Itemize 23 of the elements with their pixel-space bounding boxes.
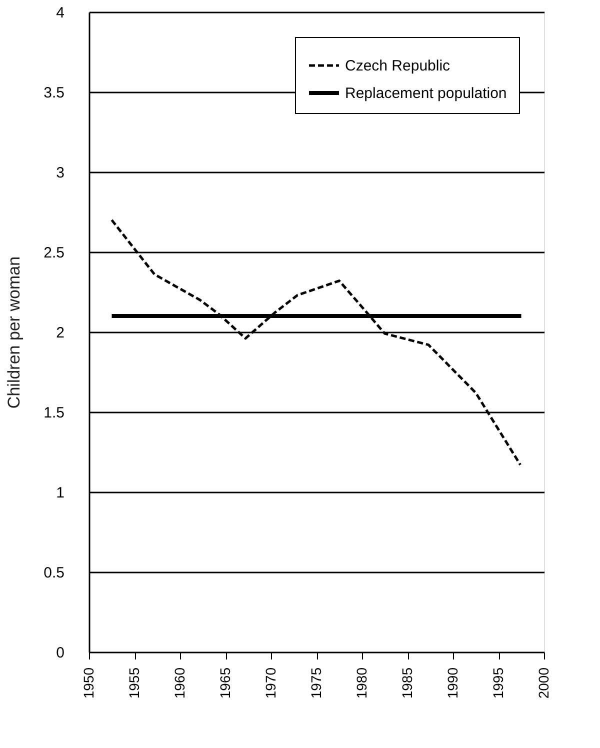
x-tick-label: 1950: [80, 667, 96, 699]
y-tick-label: 4: [56, 4, 64, 22]
x-tick-label: 1970: [262, 667, 278, 699]
y-tick-label: 2.5: [44, 244, 64, 262]
legend-label: Replacement population: [345, 85, 507, 102]
x-tick-label: 2000: [536, 667, 552, 699]
y-tick-label: 1: [56, 484, 64, 502]
x-tick-label: 1995: [490, 667, 506, 699]
x-tick-label: 1990: [444, 667, 460, 699]
y-tick-label: 2: [56, 324, 64, 342]
y-tick-label: 3: [56, 164, 64, 182]
x-tick-label: 1980: [354, 667, 370, 699]
x-tick-label: 1955: [126, 667, 142, 699]
y-tick-label: 1.5: [44, 404, 64, 422]
y-tick-label: 0: [56, 644, 64, 662]
legend-label: Czech Republic: [345, 58, 451, 74]
x-tick-label: 1960: [172, 667, 188, 699]
y-axis-title: Children per woman: [4, 256, 24, 409]
x-tick-label: 1965: [217, 667, 233, 699]
x-tick-label: 1975: [308, 667, 324, 699]
y-tick-label: 0.5: [44, 564, 64, 582]
y-tick-label: 3.5: [44, 84, 64, 102]
x-tick-label: 1985: [399, 667, 415, 699]
